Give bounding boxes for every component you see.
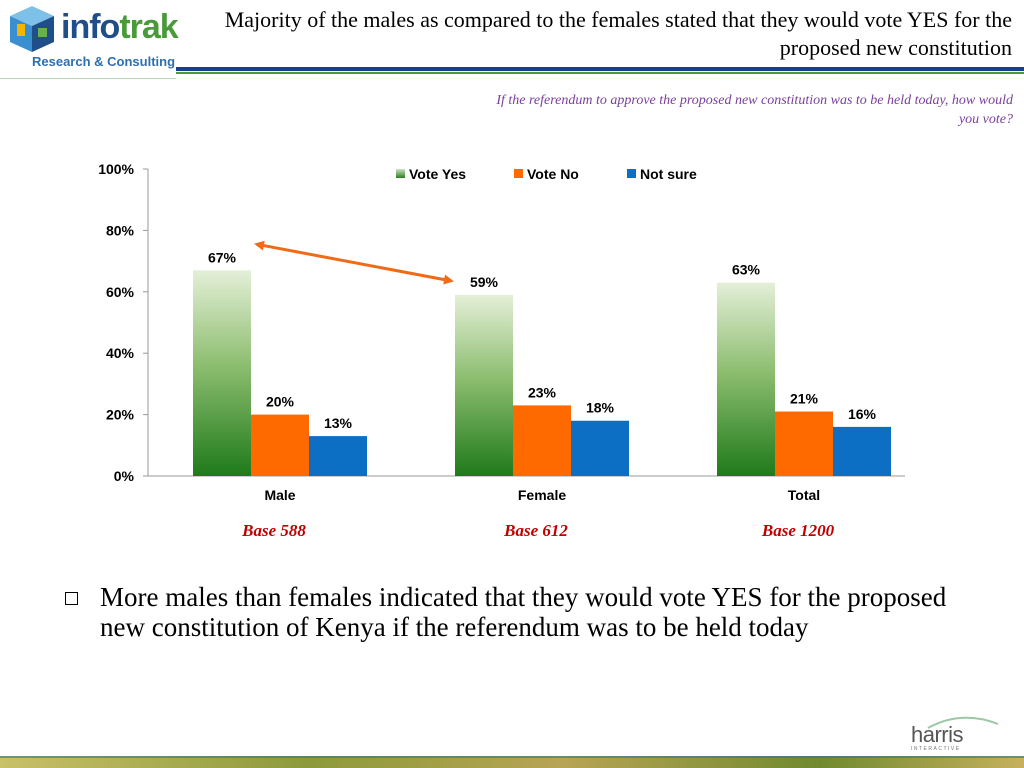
legend-label-not-sure: Not sure — [640, 166, 697, 182]
harris-wordmark: harris — [911, 722, 964, 747]
base-label: Base 612 — [503, 521, 568, 540]
data-label: 13% — [324, 415, 353, 431]
category-label-male: Male — [264, 487, 295, 503]
legend-swatch-vote-no — [514, 169, 523, 178]
y-tick-label: 80% — [106, 222, 135, 238]
harris-interactive-logo: harris INTERACTIVE — [908, 716, 1003, 753]
data-label: 18% — [586, 400, 615, 416]
y-tick-label: 40% — [106, 345, 135, 361]
bar-vote-yes-female — [455, 294, 513, 476]
y-tick-label: 60% — [106, 284, 135, 300]
legend-label-vote-no: Vote No — [527, 166, 579, 182]
data-label: 63% — [732, 262, 761, 278]
data-label: 67% — [208, 249, 237, 265]
logo-underline — [0, 78, 176, 79]
bar-vote-no-male — [251, 414, 309, 476]
summary-bullet: More males than females indicated that t… — [100, 582, 947, 642]
bar-vote-no-total — [775, 411, 833, 476]
data-label: 16% — [848, 406, 877, 422]
vote-intention-bar-chart: 0% 20% 40% 60% 80% 100% 67% 20% 13% Male Base 588… — [98, 161, 905, 540]
bullet-checkbox-icon — [65, 592, 78, 605]
bar-vote-yes-total — [717, 282, 775, 476]
data-label: 21% — [790, 391, 819, 407]
y-tick-label: 20% — [106, 407, 135, 423]
slide-title: Majority of the males as compared to the… — [224, 7, 1012, 60]
footer-texture-band — [0, 756, 1024, 768]
logo-subtitle: Research & Consulting — [32, 54, 176, 69]
y-tick-label: 100% — [98, 161, 134, 177]
bar-not-sure-male — [309, 436, 367, 476]
y-tick-label: 0% — [114, 468, 135, 484]
data-label: 20% — [266, 394, 295, 410]
comparison-arrow — [254, 240, 454, 285]
data-label: 59% — [470, 274, 499, 290]
base-label: Base 588 — [241, 521, 306, 540]
legend-label-vote-yes: Vote Yes — [409, 166, 466, 182]
title-band-accent — [176, 72, 1024, 74]
title-band — [176, 67, 1024, 71]
data-label: 23% — [528, 384, 557, 400]
survey-question: If the referendum to approve the propose… — [496, 93, 1013, 127]
base-label: Base 1200 — [761, 521, 835, 540]
legend-swatch-vote-yes — [396, 169, 405, 178]
bar-not-sure-total — [833, 426, 891, 476]
category-label-female: Female — [518, 487, 566, 503]
bar-vote-yes-male — [193, 270, 251, 476]
category-label-total: Total — [788, 487, 820, 503]
logo-wordmark: infotrak — [61, 8, 179, 46]
infotrak-logo: infotrak Research & Consulting — [6, 2, 179, 78]
harris-swoosh-icon — [927, 716, 999, 729]
bar-not-sure-female — [571, 420, 629, 476]
legend-swatch-not-sure — [627, 169, 636, 178]
bar-vote-no-female — [513, 405, 571, 476]
harris-subtitle: INTERACTIVE — [911, 746, 961, 752]
logo-cube-icon — [10, 6, 54, 52]
